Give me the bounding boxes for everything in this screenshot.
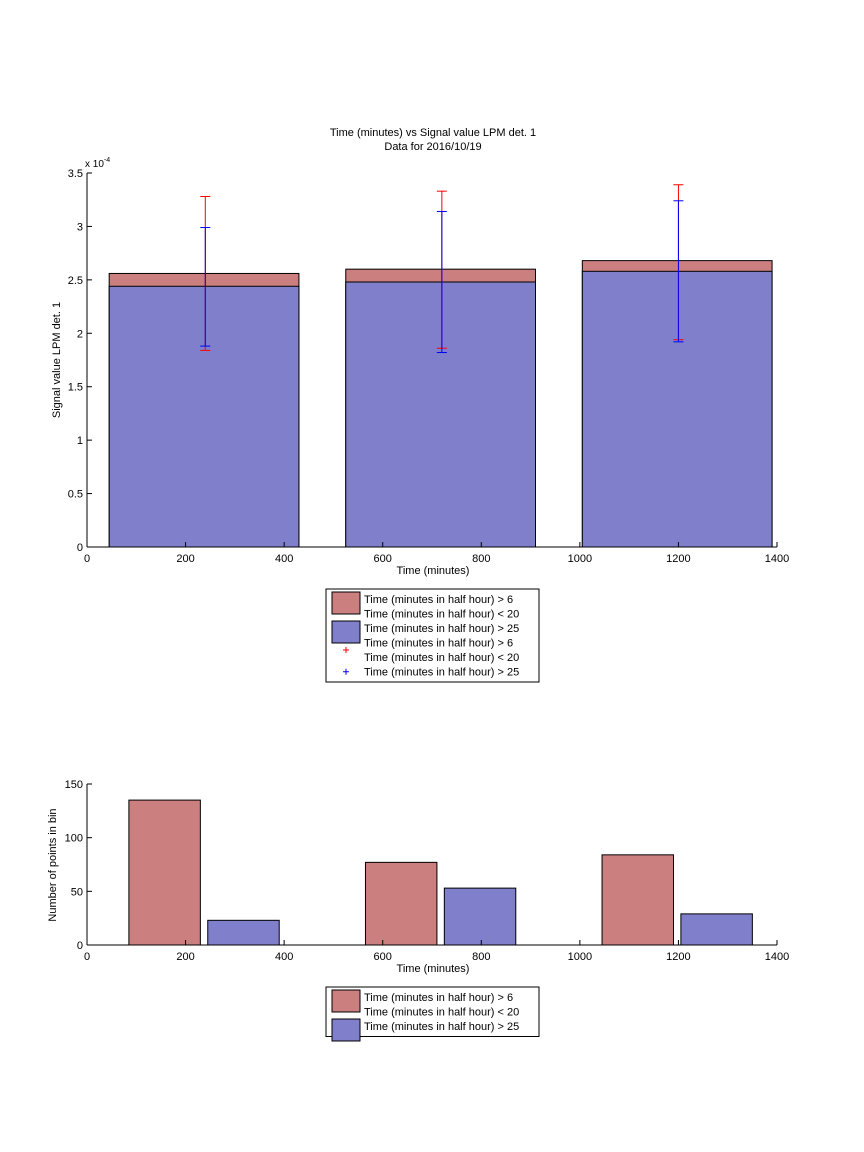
x-tick-label: 600 bbox=[374, 553, 392, 565]
legend-swatch bbox=[331, 591, 361, 615]
x-axis-label: Time (minutes) bbox=[397, 565, 470, 577]
bar-series-0 bbox=[128, 799, 201, 946]
x-tick-label: 400 bbox=[275, 553, 293, 565]
legend: Time (minutes in half hour) > 6 Time (min… bbox=[325, 986, 540, 1042]
y-tick-label: 0 bbox=[77, 542, 83, 554]
legend-swatch bbox=[331, 989, 361, 1013]
y-tick-label: 1.5 bbox=[68, 382, 83, 394]
bar-group bbox=[108, 260, 773, 548]
y-exponent-power: -4 bbox=[104, 157, 110, 164]
x-tick-label: 600 bbox=[374, 951, 392, 963]
signal-value-chart: Time (minutes) vs Signal value LPM det. … bbox=[51, 127, 790, 683]
x-tick-label: 800 bbox=[472, 951, 490, 963]
x-tick-label: 1200 bbox=[666, 553, 690, 565]
legend-label: Time (minutes in half hour) < 20 bbox=[364, 1007, 519, 1019]
legend-label: Time (minutes in half hour) < 20 bbox=[364, 652, 519, 664]
legend-label: Time (minutes in half hour) > 6 bbox=[364, 638, 513, 650]
legend-label: Time (minutes in half hour) > 25 bbox=[364, 623, 519, 635]
bar-series-0 bbox=[364, 861, 438, 946]
x-tick-label: 200 bbox=[176, 951, 194, 963]
axes: 0 200 400 600 800 1000 1200 1400 0 50 100 150 bbox=[65, 779, 790, 963]
y-axis-exponent: x 10-4 bbox=[85, 157, 110, 170]
bar-series-1 bbox=[345, 281, 536, 548]
legend-label: Time (minutes in half hour) > 6 bbox=[364, 992, 513, 1004]
y-tick-label: 2.5 bbox=[68, 275, 83, 287]
legend: Time (minutes in half hour) > 6 Time (min… bbox=[325, 588, 540, 683]
bar-series-1 bbox=[207, 919, 280, 946]
x-tick-label: 1400 bbox=[765, 951, 789, 963]
y-tick-label: 2 bbox=[77, 328, 83, 340]
bar-series-1 bbox=[680, 913, 753, 946]
chart-title: Time (minutes) vs Signal value LPM det. … bbox=[330, 127, 536, 139]
legend-swatch bbox=[331, 620, 361, 644]
x-tick-label: 200 bbox=[176, 553, 194, 565]
legend-label: Time (minutes in half hour) < 20 bbox=[364, 609, 519, 621]
points-per-bin-chart: 0 200 400 600 800 1000 1200 1400 0 50 100 150 Time … bbox=[47, 779, 790, 1042]
y-tick-label: 3 bbox=[77, 221, 83, 233]
bar-series-0 bbox=[601, 854, 674, 946]
legend-label: Time (minutes in half hour) > 25 bbox=[364, 1021, 519, 1033]
axes: 0 200 400 600 800 1000 1200 1400 0 0.5 1 1.5 2 2.5 3 3.… bbox=[68, 168, 790, 565]
legend-label: Time (minutes in half hour) > 6 bbox=[364, 594, 513, 606]
errorbar-group bbox=[200, 184, 684, 354]
chart-subtitle: Data for 2016/10/19 bbox=[384, 141, 481, 153]
bar-series-1 bbox=[443, 887, 517, 946]
x-tick-label: 1400 bbox=[765, 553, 789, 565]
y-tick-label: 100 bbox=[65, 833, 83, 845]
x-tick-label: 1200 bbox=[666, 951, 690, 963]
legend-box bbox=[325, 588, 540, 683]
y-tick-label: 0 bbox=[77, 940, 83, 952]
y-tick-label: 150 bbox=[65, 779, 83, 791]
legend-label: Time (minutes in half hour) > 25 bbox=[364, 667, 519, 679]
y-axis-label: Signal value LPM det. 1 bbox=[51, 302, 63, 418]
y-exponent-base: x 10 bbox=[85, 159, 104, 170]
y-tick-label: 0.5 bbox=[68, 489, 83, 501]
y-axis-label: Number of points in bin bbox=[47, 808, 59, 921]
y-tick-label: 50 bbox=[71, 886, 83, 898]
x-axis-label: Time (minutes) bbox=[397, 963, 470, 975]
x-tick-label: 1000 bbox=[568, 553, 592, 565]
bar-series-1 bbox=[581, 270, 773, 548]
bar-series-1 bbox=[108, 285, 300, 548]
x-tick-label: 400 bbox=[275, 951, 293, 963]
x-tick-label: 1000 bbox=[568, 951, 592, 963]
bar-group bbox=[128, 799, 753, 946]
x-tick-label: 800 bbox=[472, 553, 490, 565]
legend-swatch bbox=[331, 1018, 361, 1042]
legend-box bbox=[325, 986, 540, 1037]
y-tick-label: 1 bbox=[77, 435, 83, 447]
x-tick-label: 0 bbox=[84, 553, 90, 565]
y-tick-label: 3.5 bbox=[68, 168, 83, 180]
x-tick-label: 0 bbox=[84, 951, 90, 963]
